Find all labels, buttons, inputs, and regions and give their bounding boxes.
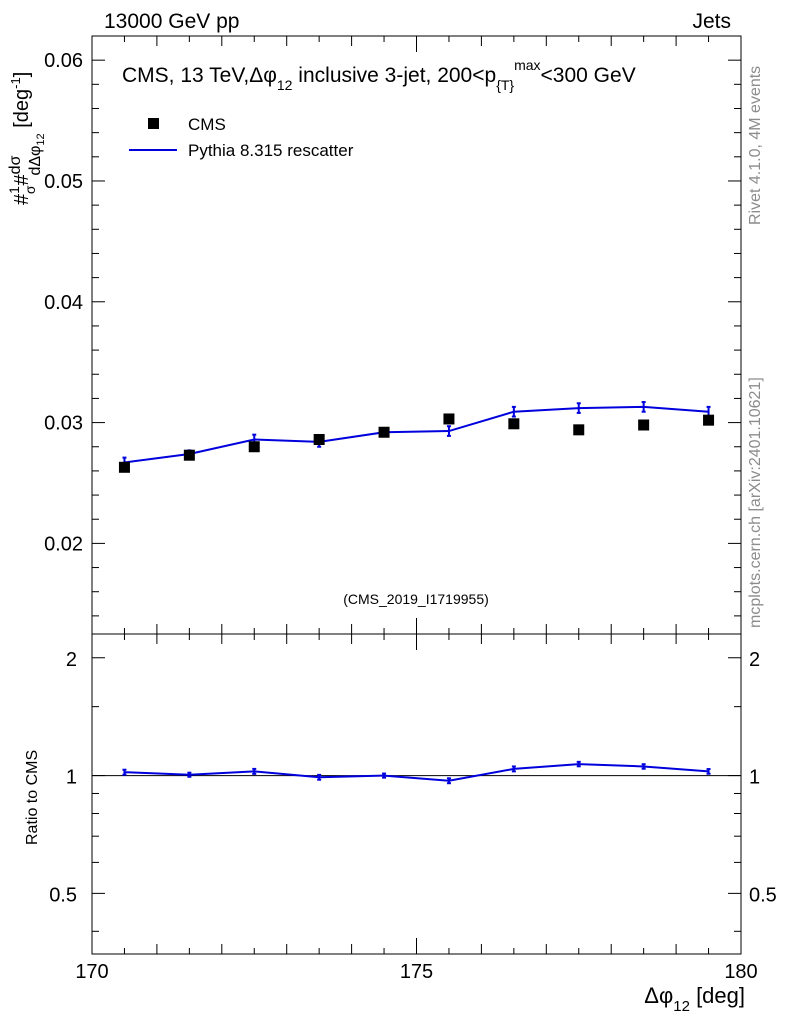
main-y-tick-labels: 0.02 0.03 0.04 0.05 0.06 bbox=[44, 50, 83, 555]
main-y-tick-label: 0.02 bbox=[44, 533, 83, 555]
legend: CMS Pythia 8.315 rescatter bbox=[129, 115, 354, 160]
ratio-y-tick-label-right: 1 bbox=[749, 767, 760, 789]
cms-data-point bbox=[183, 449, 195, 461]
ratio-x-tick-labels: 170 175 180 bbox=[75, 961, 757, 983]
pythia-series bbox=[122, 401, 711, 469]
main-panel: 0.02 0.03 0.04 0.05 0.06 CMS, 13 TeV,Δφ12 in… bbox=[6, 35, 742, 635]
ratio-y-tick-label: 0.5 bbox=[49, 884, 77, 906]
x-label-suffix: [deg] bbox=[690, 983, 745, 1008]
ratio-axis-ticks bbox=[91, 634, 742, 954]
ratio-y-tick-label-right: 2 bbox=[749, 649, 760, 671]
legend-cms-label: CMS bbox=[188, 115, 226, 134]
mcplots-source-text: mcplots.cern.ch [arXiv:2401.10621] bbox=[747, 377, 764, 628]
legend-pythia-label: Pythia 8.315 rescatter bbox=[188, 141, 354, 160]
cms-data-point bbox=[638, 419, 650, 431]
ratio-y-tick-label-right: 0.5 bbox=[749, 884, 777, 906]
ratio-y-axis-label: Ratio to CMS bbox=[24, 750, 41, 845]
rivet-version-text: Rivet 4.1.0, 4M events bbox=[747, 66, 764, 225]
cms-series bbox=[118, 413, 715, 473]
header-energy-label: 13000 GeV pp bbox=[104, 10, 239, 33]
pythia-line bbox=[124, 405, 709, 464]
ratio-y-tick-label: 2 bbox=[66, 649, 77, 671]
ratio-y-tick-label: 1 bbox=[66, 767, 77, 789]
x-label-sub: 12 bbox=[673, 998, 690, 1015]
x-tick-label: 180 bbox=[724, 961, 757, 983]
cms-data-point bbox=[248, 441, 260, 453]
main-y-tick-label: 0.06 bbox=[44, 50, 83, 72]
cms-data-point bbox=[573, 424, 585, 436]
title-middle: inclusive 3-jet, 200<p bbox=[292, 64, 496, 87]
legend-cms-marker bbox=[148, 118, 159, 129]
cms-data-point bbox=[378, 426, 390, 438]
cms-data-point bbox=[443, 413, 455, 425]
x-tick-label: 175 bbox=[400, 961, 433, 983]
ratio-plot-frame bbox=[91, 633, 742, 955]
ratio-panel: 0.5 0.51 12 2 170 175 180 Ratio to CMS Δφ12 [… bbox=[24, 633, 777, 1015]
cms-data-point bbox=[508, 418, 520, 430]
main-y-tick-label: 0.04 bbox=[44, 292, 83, 314]
main-y-tick-label: 0.05 bbox=[44, 171, 83, 193]
title-suffix: <300 GeV bbox=[541, 64, 636, 87]
header-jets-label: Jets bbox=[692, 10, 731, 33]
ratio-pythia-series bbox=[122, 760, 711, 785]
title-sub2: {T} bbox=[496, 77, 514, 93]
main-axis-ticks bbox=[91, 36, 742, 634]
title-sub1: 12 bbox=[277, 77, 293, 93]
main-title: CMS, 13 TeV,Δφ12 inclusive 3-jet, 200<p{… bbox=[122, 57, 636, 93]
main-y-tick-label: 0.03 bbox=[44, 413, 83, 435]
title-prefix: CMS, 13 TeV,Δφ bbox=[122, 64, 277, 87]
main-y-axis-label: #1σ#dσ dΔφ12 [deg-1] bbox=[6, 72, 47, 205]
cms-data-point bbox=[703, 414, 715, 426]
analysis-watermark: (CMS_2019_I1719955) bbox=[343, 591, 489, 607]
ratio-line bbox=[124, 763, 709, 782]
cms-data-point bbox=[313, 433, 325, 445]
x-label-prefix: Δφ bbox=[644, 983, 673, 1008]
x-axis-label: Δφ12 [deg] bbox=[644, 983, 745, 1015]
ratio-y-tick-labels: 0.5 0.5 1 1 2 2 bbox=[49, 649, 777, 907]
title-sup: max bbox=[514, 57, 540, 73]
x-tick-label: 170 bbox=[75, 961, 108, 983]
cms-data-point bbox=[118, 461, 130, 473]
